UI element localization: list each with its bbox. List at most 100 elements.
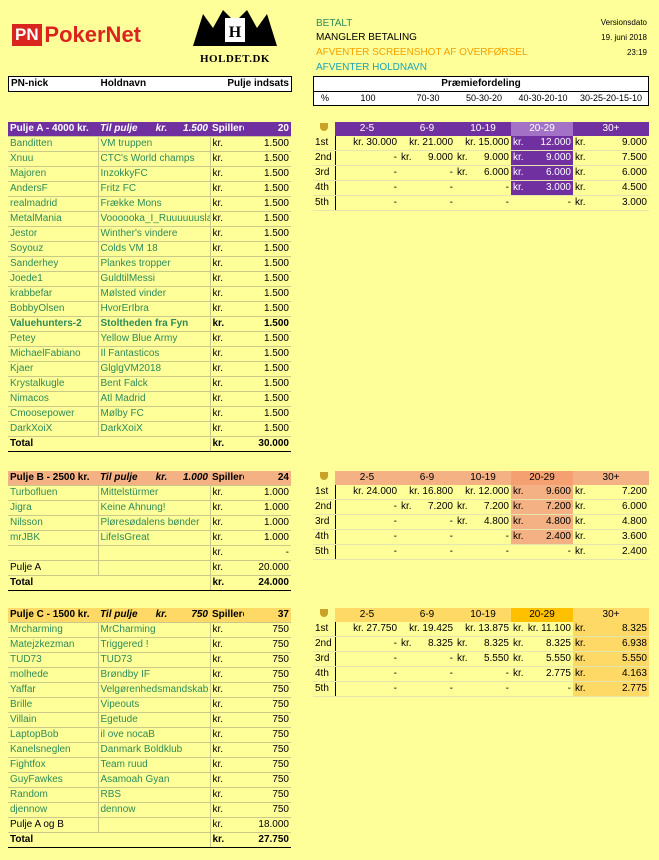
- til-pulje-label: Til pulje: [100, 609, 138, 620]
- team-name: Brøndby IF: [97, 667, 210, 683]
- prize-value: -: [455, 180, 511, 196]
- amount-value: 1.500: [244, 241, 291, 257]
- carryover-row-value: 18.000: [244, 817, 291, 833]
- pulje-a-prize-table: 2-5 6-9 10-19 20-29 30+ 1st kr. 30.000 kr. 21.0…: [313, 122, 649, 211]
- spillere-count: 20: [244, 122, 291, 137]
- team-name: DarkXoiX: [97, 421, 210, 437]
- til-pulje-label: Til pulje: [100, 123, 138, 134]
- praemie-box: Præmiefordeling % 100 70-30 50-30-20 40-…: [313, 76, 649, 106]
- til-pulje-amount: 750: [191, 609, 208, 620]
- prize-row: 5th - - - - kr. 2.400: [313, 544, 649, 560]
- player-nick: Fightfox: [8, 757, 98, 773]
- prize-cell: kr. 3.600: [573, 529, 649, 545]
- prize-value: 7.200: [483, 501, 509, 512]
- prize-cell: kr. kr. 11.100: [511, 622, 573, 637]
- amount-kr: kr.: [209, 697, 244, 713]
- amount-value: 1.000: [244, 500, 291, 516]
- amount-kr: kr.: [209, 271, 244, 287]
- team-name: Yellow Blue Army: [97, 331, 210, 347]
- carryover-row-blank: [97, 560, 210, 576]
- prize-value: -: [335, 514, 399, 530]
- empty-row-kr: kr.: [209, 545, 244, 561]
- column-header: PN-nick Holdnavn Pulje indsats: [8, 76, 292, 92]
- prize-value: kr. 5.550: [455, 651, 511, 667]
- table-row: DarkXoiX DarkXoiX kr. 1.500: [8, 421, 291, 437]
- til-pulje-cell: Til pulje kr. 1.000: [98, 471, 210, 486]
- spillere-count: 24: [244, 471, 291, 486]
- pulje-b-prize-table: 2-5 6-9 10-19 20-29 30+ 1st kr. 24.000 kr. 16.8…: [313, 471, 649, 560]
- amount-value: 1.500: [244, 331, 291, 347]
- prize-value: -: [399, 544, 455, 560]
- prize-kr: kr.: [513, 486, 524, 497]
- prize-value: -: [455, 666, 511, 682]
- prize-value: 5.550: [621, 653, 647, 664]
- player-nick: GuyFawkes: [8, 772, 98, 788]
- prize-kr: kr.: [513, 152, 524, 163]
- prize-row: 4th - - - kr. 3.000 kr. 4.500: [313, 180, 649, 196]
- prize-value: kr. 4.800: [455, 514, 511, 530]
- player-nick: Jestor: [8, 226, 98, 242]
- legend-afventer-screenshot: AFVENTER SCREENSHOT AF OVERFØRSEL: [316, 47, 528, 58]
- prize-cell: kr. 2.775: [511, 666, 573, 682]
- prize-row: 3rd - - kr. 4.800 kr. 4.800 kr. 4.800: [313, 514, 649, 530]
- prize-value: -: [335, 529, 399, 545]
- pulje-a-table: Pulje A - 4000 kr. Til pulje kr. 1.500 Spill…: [8, 122, 291, 452]
- table-row: Brille Vipeouts kr. 750: [8, 697, 291, 713]
- amount-kr: kr.: [209, 391, 244, 407]
- pulje-header: Pulje A - 4000 kr. Til pulje kr. 1.500 Spill…: [8, 122, 291, 137]
- holdet-wordmark: HOLDET.DK: [199, 53, 270, 65]
- table-row: krabbefar Mølsted vinder kr. 1.500: [8, 286, 291, 302]
- til-pulje-cell: Til pulje kr. 1.500: [98, 122, 210, 137]
- total-value: 30.000: [244, 436, 291, 452]
- legend-betalt: BETALT: [316, 18, 353, 29]
- amount-kr: kr.: [209, 376, 244, 392]
- total-value: 24.000: [244, 575, 291, 591]
- team-name: VM truppen: [97, 136, 210, 152]
- team-name: Colds VM 18: [97, 241, 210, 257]
- header-pulje-indsats: Pulje indsats: [227, 78, 289, 89]
- prize-kr: kr.: [575, 152, 586, 163]
- player-nick: Xnuu: [8, 151, 98, 167]
- prize-cell: kr. 4.163: [573, 666, 649, 682]
- amount-kr: kr.: [209, 757, 244, 773]
- prize-cell: kr. 7.500: [573, 150, 649, 166]
- prize-kr: kr.: [575, 197, 586, 208]
- prize-row: 1st kr. 24.000 kr. 16.800 kr. 12.000 kr. 9.60…: [313, 485, 649, 500]
- table-row: MetalMania Voooooka_I_Ruuuuuuslan kr. 1.500: [8, 211, 291, 227]
- table-row: Banditten VM truppen kr. 1.500: [8, 136, 291, 152]
- prize-value: -: [335, 651, 399, 667]
- table-row: Krystalkugle Bent Falck kr. 1.500: [8, 376, 291, 392]
- til-pulje-kr: kr.: [155, 609, 168, 620]
- prize-value: -: [455, 529, 511, 545]
- empty-row: kr. -: [8, 545, 291, 561]
- prize-kr: kr.: [513, 623, 524, 634]
- dist-100: 100: [360, 93, 376, 103]
- prize-cell: kr. 9.000: [511, 150, 573, 166]
- prize-kr: kr.: [575, 653, 586, 664]
- trophy-icon: [313, 471, 335, 485]
- prize-bracket: 10-19: [455, 122, 511, 136]
- place-label: 2nd: [313, 636, 336, 652]
- prize-kr: kr.: [513, 167, 524, 178]
- prize-row: 2nd - kr. 8.325 kr. 8.325 kr. 8.325 kr. 6.938: [313, 636, 649, 652]
- team-name: Winther's vindere: [97, 226, 210, 242]
- team-name: Bent Falck: [97, 376, 210, 392]
- til-pulje-amount: 1.000: [182, 472, 208, 483]
- amount-kr: kr.: [209, 136, 244, 152]
- dist-70-30: 70-30: [416, 93, 440, 103]
- prize-value: 6.000: [483, 167, 509, 178]
- amount-value: 1.500: [244, 136, 291, 152]
- prize-bracket: 20-29: [511, 471, 573, 485]
- prize-bracket: 30+: [573, 608, 649, 622]
- prize-value: 5.550: [545, 653, 571, 664]
- amount-value: 1.500: [244, 316, 291, 332]
- team-name: Danmark Boldklub: [97, 742, 210, 758]
- prize-cell: kr. 5.550: [511, 651, 573, 667]
- pulje-header: Pulje B - 2500 kr. Til pulje kr. 1.000 Spill…: [8, 471, 291, 486]
- place-label: 4th: [313, 666, 336, 682]
- prize-cell: kr. 7.200: [573, 485, 649, 500]
- amount-kr: kr.: [209, 166, 244, 182]
- player-nick: Joede1: [8, 271, 98, 287]
- prize-value: -: [399, 529, 455, 545]
- prize-value: kr. 30.000: [335, 136, 399, 151]
